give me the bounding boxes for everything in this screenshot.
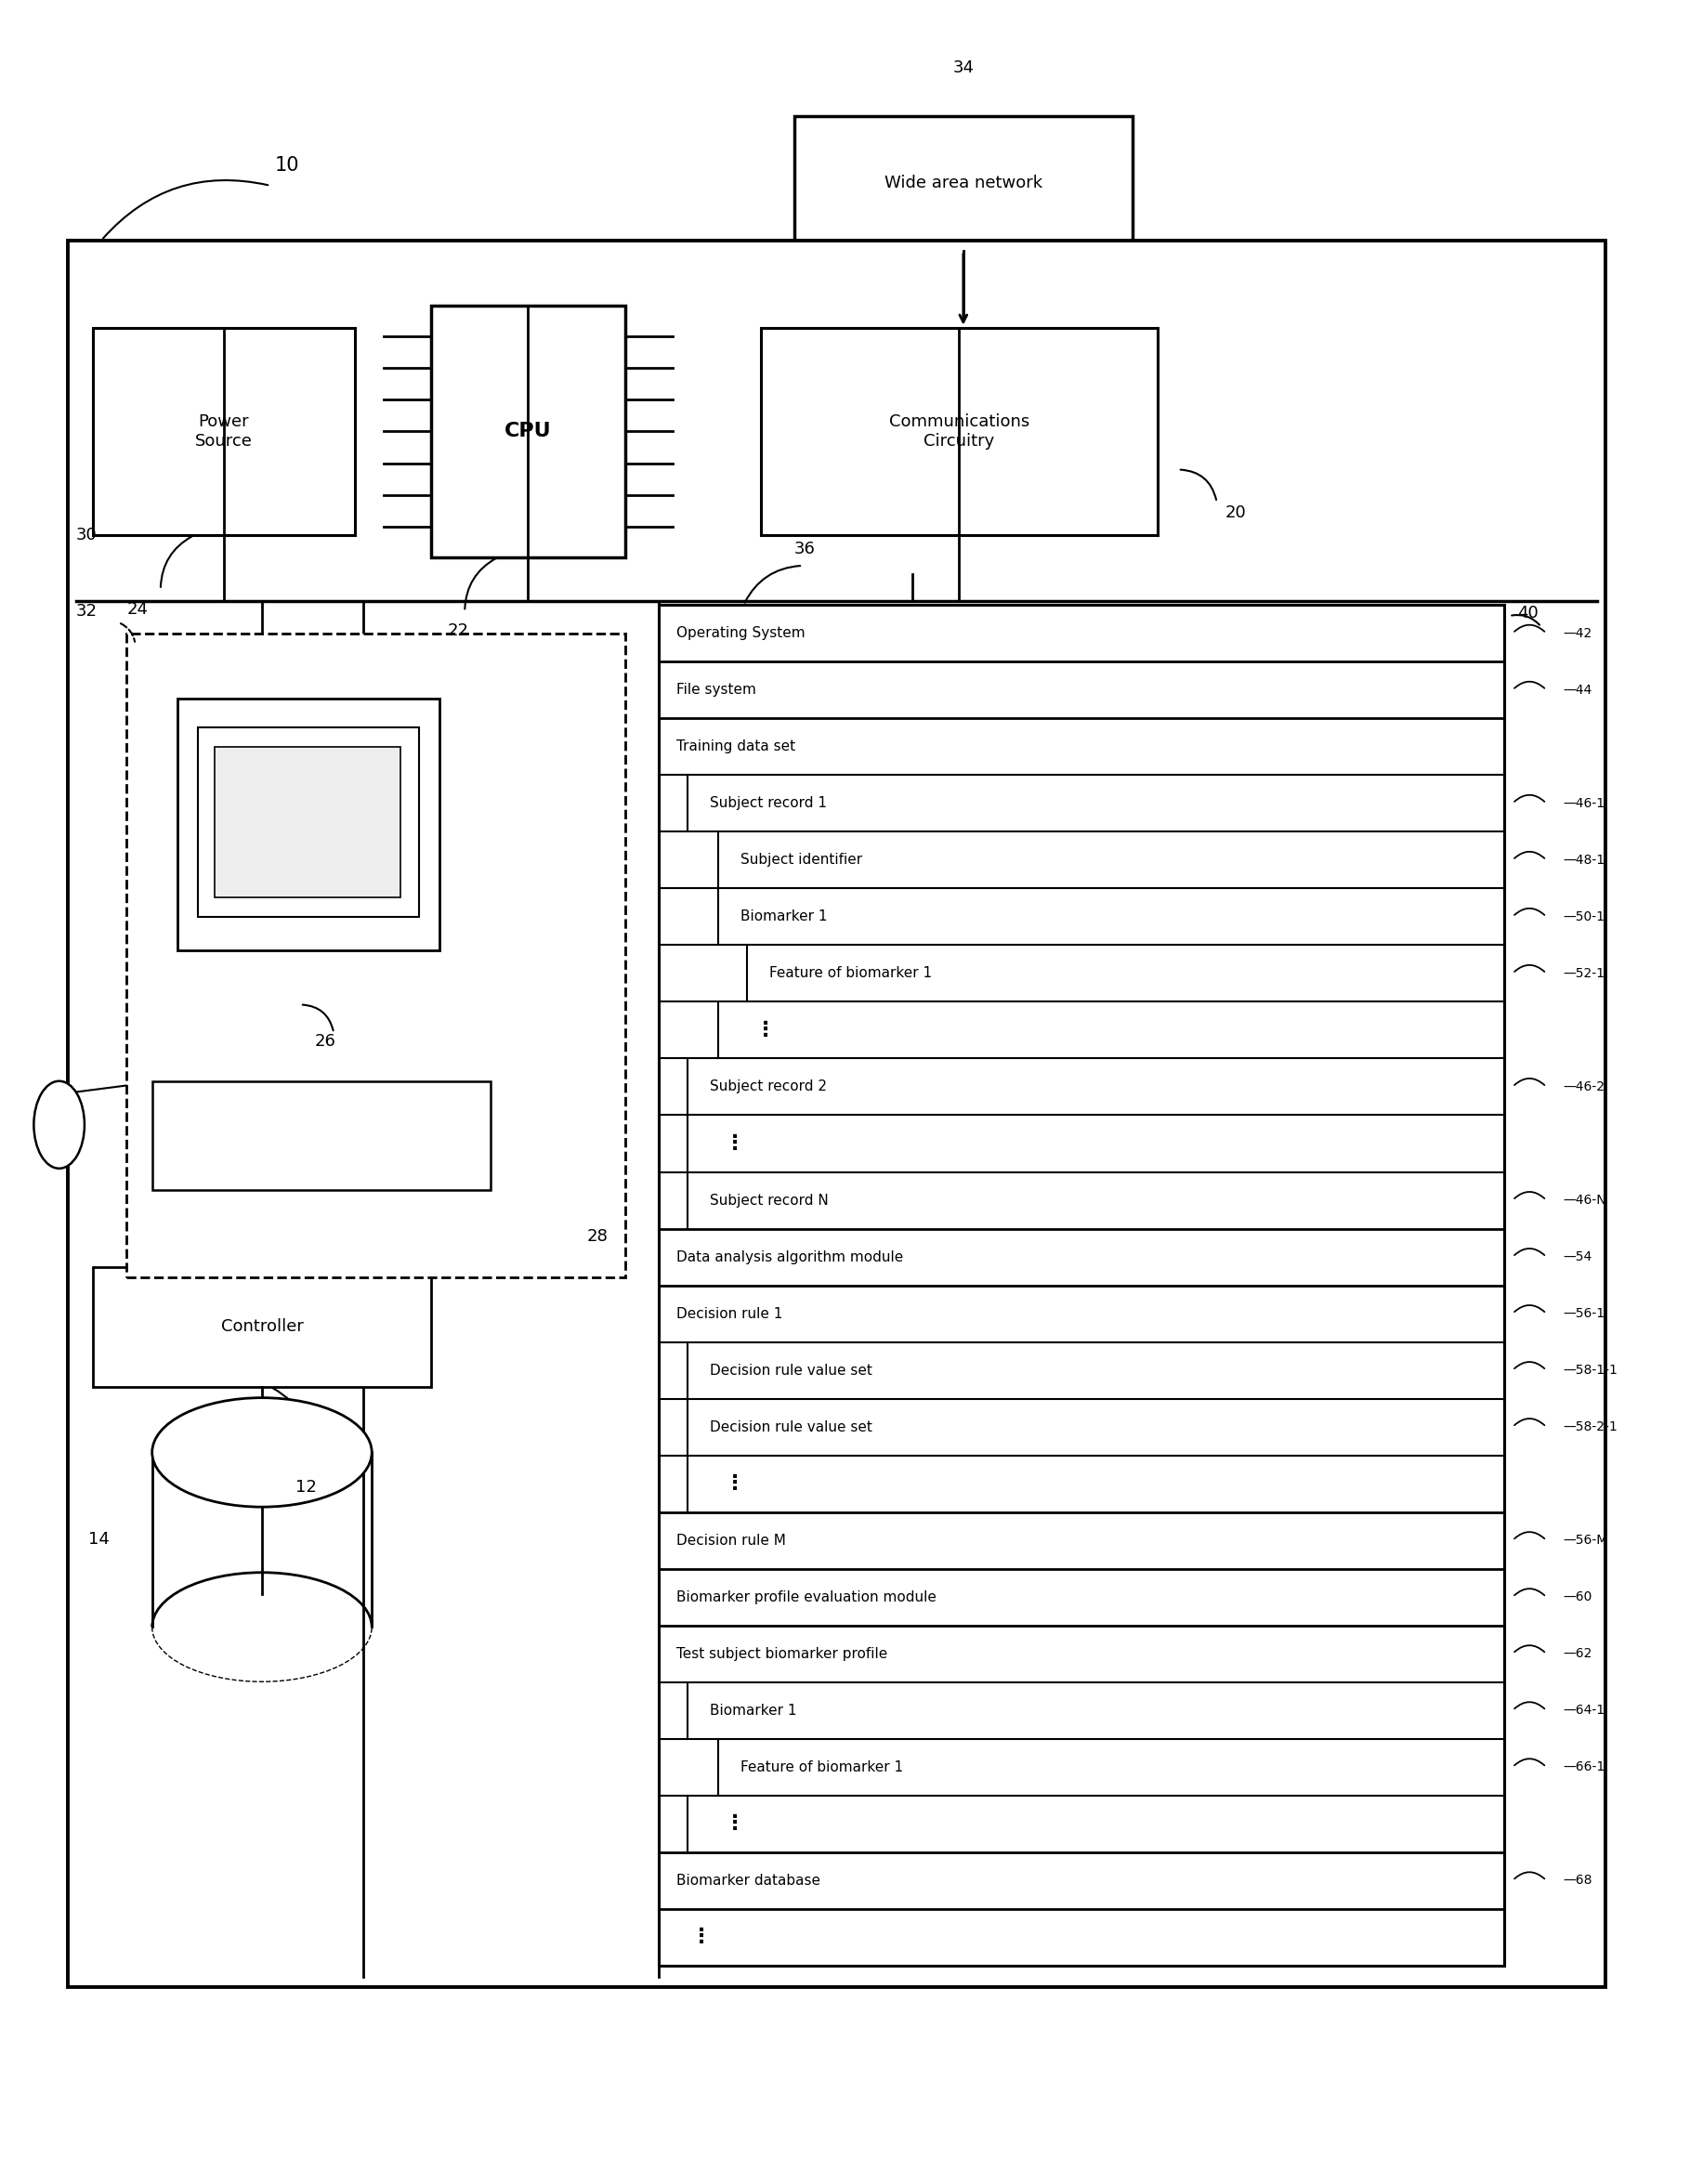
Text: File system: File system <box>676 684 755 697</box>
Text: Decision rule 1: Decision rule 1 <box>676 1306 782 1321</box>
Text: 28: 28 <box>586 1227 608 1245</box>
Text: Feature of biomarker 1: Feature of biomarker 1 <box>769 968 931 981</box>
Bar <box>177 699 439 950</box>
Text: —44: —44 <box>1563 684 1592 697</box>
Text: —46-1: —46-1 <box>1563 797 1606 810</box>
Text: 10: 10 <box>275 155 299 175</box>
Text: ⋮: ⋮ <box>725 1133 745 1153</box>
Text: 34: 34 <box>953 59 973 76</box>
Text: —50-1: —50-1 <box>1563 911 1606 924</box>
Text: Feature of biomarker 1: Feature of biomarker 1 <box>740 1760 902 1773</box>
Text: —42: —42 <box>1563 627 1592 640</box>
Text: 12: 12 <box>296 1479 318 1496</box>
Bar <box>93 1267 431 1387</box>
Text: Biomarker 1: Biomarker 1 <box>740 911 826 924</box>
Text: ⋮: ⋮ <box>725 1815 745 1832</box>
Text: Communications
Circuitry: Communications Circuitry <box>889 413 1029 450</box>
Text: Subject record 1: Subject record 1 <box>710 797 826 810</box>
Bar <box>794 116 1132 251</box>
Text: ⋮: ⋮ <box>691 1928 711 1946</box>
Text: 40: 40 <box>1518 605 1540 622</box>
Text: Biomarker 1: Biomarker 1 <box>710 1704 796 1717</box>
Text: CPU: CPU <box>505 422 551 441</box>
Text: 22: 22 <box>448 622 470 640</box>
Text: —66-1: —66-1 <box>1563 1760 1606 1773</box>
Text: —54: —54 <box>1563 1251 1592 1262</box>
Bar <box>127 633 625 1278</box>
Text: Subject identifier: Subject identifier <box>740 854 862 867</box>
Text: 24: 24 <box>127 601 149 618</box>
Text: —60: —60 <box>1563 1590 1592 1603</box>
Ellipse shape <box>34 1081 85 1168</box>
Bar <box>760 328 1158 535</box>
Text: —46-N: —46-N <box>1563 1195 1607 1208</box>
Text: —64-1: —64-1 <box>1563 1704 1606 1717</box>
Text: —46-2: —46-2 <box>1563 1081 1606 1094</box>
Bar <box>659 605 1504 1966</box>
Text: —62: —62 <box>1563 1647 1592 1660</box>
Bar <box>431 306 625 557</box>
Text: Test subject biomarker profile: Test subject biomarker profile <box>676 1647 887 1660</box>
Text: —58-2-1: —58-2-1 <box>1563 1420 1617 1433</box>
Bar <box>215 747 401 898</box>
Text: Biomarker profile evaluation module: Biomarker profile evaluation module <box>676 1590 936 1603</box>
Text: 26: 26 <box>314 1033 336 1051</box>
Text: 30: 30 <box>76 526 98 544</box>
Text: 32: 32 <box>76 603 98 620</box>
Text: 20: 20 <box>1225 505 1247 522</box>
Text: ⋮: ⋮ <box>755 1020 776 1040</box>
Text: —52-1: —52-1 <box>1563 968 1606 981</box>
Bar <box>198 727 419 917</box>
Text: Wide area network: Wide area network <box>884 175 1043 192</box>
Text: —68: —68 <box>1563 1874 1592 1887</box>
Text: Biomarker database: Biomarker database <box>676 1874 820 1887</box>
Text: Power
Source: Power Source <box>194 413 253 450</box>
Text: —56-1: —56-1 <box>1563 1308 1606 1319</box>
Text: Subject record 2: Subject record 2 <box>710 1079 826 1094</box>
Bar <box>152 1081 490 1190</box>
Text: Decision rule value set: Decision rule value set <box>710 1363 872 1378</box>
Bar <box>93 328 355 535</box>
Text: —48-1: —48-1 <box>1563 854 1606 867</box>
Text: 36: 36 <box>794 539 816 557</box>
Text: Training data set: Training data set <box>676 740 794 753</box>
Text: Controller: Controller <box>221 1319 303 1334</box>
Bar <box>68 240 1606 1987</box>
Text: 14: 14 <box>88 1531 110 1548</box>
Ellipse shape <box>152 1398 372 1507</box>
Text: Operating System: Operating System <box>676 627 804 640</box>
Text: ⋮: ⋮ <box>725 1474 745 1494</box>
Text: Decision rule value set: Decision rule value set <box>710 1420 872 1435</box>
Text: —56-M: —56-M <box>1563 1533 1609 1546</box>
Text: Decision rule M: Decision rule M <box>676 1533 786 1548</box>
Text: Subject record N: Subject record N <box>710 1192 828 1208</box>
Text: Data analysis algorithm module: Data analysis algorithm module <box>676 1249 902 1265</box>
Text: —58-1-1: —58-1-1 <box>1563 1363 1617 1376</box>
